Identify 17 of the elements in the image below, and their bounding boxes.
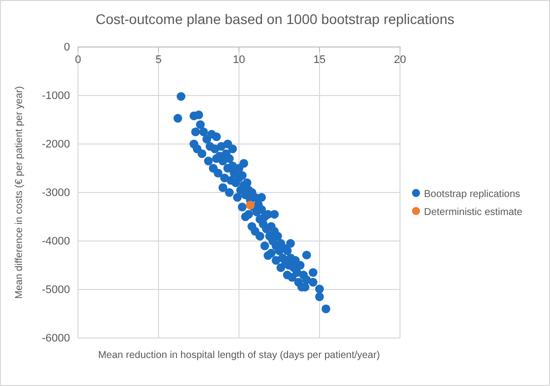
y-tick-label: -4000 (42, 236, 70, 248)
y-tick-label: -5000 (42, 284, 70, 296)
y-tick-label: -3000 (42, 187, 70, 200)
y-tick-label: -6000 (42, 332, 70, 345)
y-tick-label: 0 (64, 42, 70, 54)
legend-label: Bootstrap replications (424, 189, 520, 200)
x-tick-label: 10 (232, 54, 246, 66)
y-tick-label: -1000 (42, 90, 70, 102)
x-tick-label: 5 (155, 54, 162, 66)
y-axis-title: Mean difference in costs (€ per patient per year) (14, 86, 25, 299)
y-tick-label: -2000 (42, 138, 70, 151)
legend-label: Deterministic estimate (424, 207, 523, 218)
x-tick-label: 0 (74, 54, 82, 66)
x-tick-label: 15 (313, 54, 326, 66)
x-axis-title: Mean reduction in hospital length of stay (days per patient/year) (98, 350, 380, 361)
x-tick-label: 20 (394, 54, 406, 66)
chart-title: Cost-outcome plane based on 1000 bootstrap replications (96, 11, 454, 27)
